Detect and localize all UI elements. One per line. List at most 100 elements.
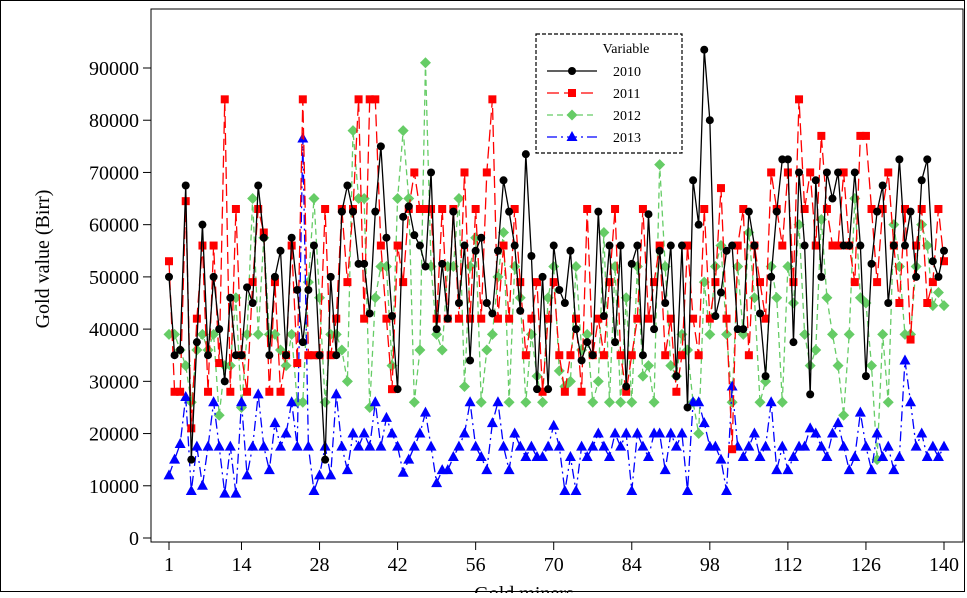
y-tick-label: 10000 [89, 476, 139, 498]
data-point-2013 [760, 440, 772, 451]
data-point-2012 [598, 227, 610, 238]
x-tick-label: 84 [622, 554, 642, 576]
data-point-2012 [341, 375, 353, 387]
data-point-2012 [330, 328, 342, 340]
data-point-2011 [438, 205, 447, 213]
data-point-2010 [689, 176, 698, 185]
data-point-2010 [304, 285, 313, 294]
data-point-2010 [560, 299, 569, 307]
data-point-2010 [493, 246, 502, 255]
data-point-2010 [795, 168, 804, 177]
data-point-2013 [821, 451, 833, 462]
data-point-2010 [940, 246, 948, 255]
data-point-2011 [421, 205, 430, 213]
data-point-2013 [219, 487, 231, 498]
data-point-2013 [425, 440, 437, 451]
data-point-2012 [180, 360, 192, 372]
data-point-2011 [560, 387, 569, 396]
data-point-2010 [566, 246, 575, 255]
data-point-2012 [615, 396, 627, 408]
data-point-2010 [750, 241, 759, 250]
legend-marker [568, 67, 576, 75]
data-point-2010 [321, 455, 330, 464]
data-point-2010 [644, 210, 653, 219]
data-point-2013 [776, 440, 788, 451]
data-point-2010 [360, 259, 369, 268]
data-point-2011 [895, 299, 904, 307]
data-point-2013 [297, 132, 309, 143]
data-point-2010 [544, 385, 553, 394]
data-point-2011 [822, 205, 831, 213]
data-point-2010 [376, 142, 385, 151]
y-tick-label: 0 [129, 528, 139, 550]
data-point-2011 [192, 314, 201, 323]
data-point-2013 [860, 440, 872, 451]
data-point-2011 [594, 314, 603, 323]
data-point-2011 [477, 314, 486, 323]
data-point-2010 [404, 202, 413, 211]
data-point-2012 [314, 292, 326, 304]
data-point-2010 [577, 356, 586, 365]
data-point-2010 [878, 181, 887, 190]
data-point-2013 [592, 427, 604, 438]
data-point-2011 [711, 278, 720, 287]
data-point-2011 [767, 168, 776, 177]
data-point-2011 [928, 278, 937, 287]
y-tick-label: 40000 [89, 319, 139, 341]
data-point-2011 [388, 385, 397, 394]
data-point-2011 [549, 278, 558, 287]
data-point-2010 [432, 325, 441, 334]
data-point-2011 [538, 387, 547, 396]
data-point-2010 [488, 309, 497, 318]
data-point-2011 [566, 351, 575, 360]
data-point-2011 [304, 351, 313, 360]
data-point-2013 [932, 451, 944, 462]
data-point-2012 [637, 370, 649, 382]
data-point-2012 [169, 328, 181, 340]
data-point-2010 [839, 241, 848, 250]
data-point-2013 [910, 440, 922, 451]
data-point-2013 [709, 440, 721, 451]
data-point-2010 [867, 259, 876, 268]
data-point-2010 [856, 241, 865, 250]
data-point-2011 [170, 387, 179, 396]
data-point-2010 [165, 272, 173, 281]
data-point-2010 [282, 351, 291, 360]
data-point-2013 [587, 440, 599, 451]
data-point-2012 [771, 292, 783, 304]
data-point-2011 [878, 205, 887, 213]
data-point-2013 [866, 464, 878, 475]
data-point-2011 [856, 131, 865, 140]
data-point-2010 [917, 176, 926, 185]
data-point-2011 [415, 205, 424, 213]
data-point-2012 [693, 428, 705, 440]
data-point-2010 [700, 45, 709, 54]
data-point-2011 [460, 168, 469, 177]
data-point-2013 [341, 464, 353, 475]
data-point-2011 [521, 351, 530, 360]
data-point-2010 [772, 207, 781, 216]
data-point-2010 [348, 207, 357, 216]
data-point-2010 [806, 390, 815, 399]
data-point-2012 [392, 193, 404, 205]
x-tick-label: 28 [310, 554, 330, 576]
data-point-2011 [850, 278, 859, 287]
data-point-2012 [603, 396, 615, 408]
data-point-2013 [213, 440, 225, 451]
data-point-2013 [419, 406, 431, 417]
data-point-2011 [633, 314, 642, 323]
legend-label: 2011 [613, 87, 640, 102]
data-point-2013 [787, 451, 799, 462]
data-point-2010 [716, 288, 725, 297]
data-point-2010 [616, 241, 625, 250]
data-point-2010 [800, 241, 809, 250]
data-point-2010 [845, 241, 854, 250]
data-point-2010 [817, 272, 826, 281]
data-point-2011 [811, 241, 820, 250]
data-point-2012 [642, 360, 654, 372]
data-point-2013 [626, 485, 638, 495]
data-point-2013 [938, 440, 950, 451]
data-point-2010 [599, 312, 608, 321]
data-point-2010 [209, 272, 218, 281]
data-point-2012 [397, 125, 409, 137]
